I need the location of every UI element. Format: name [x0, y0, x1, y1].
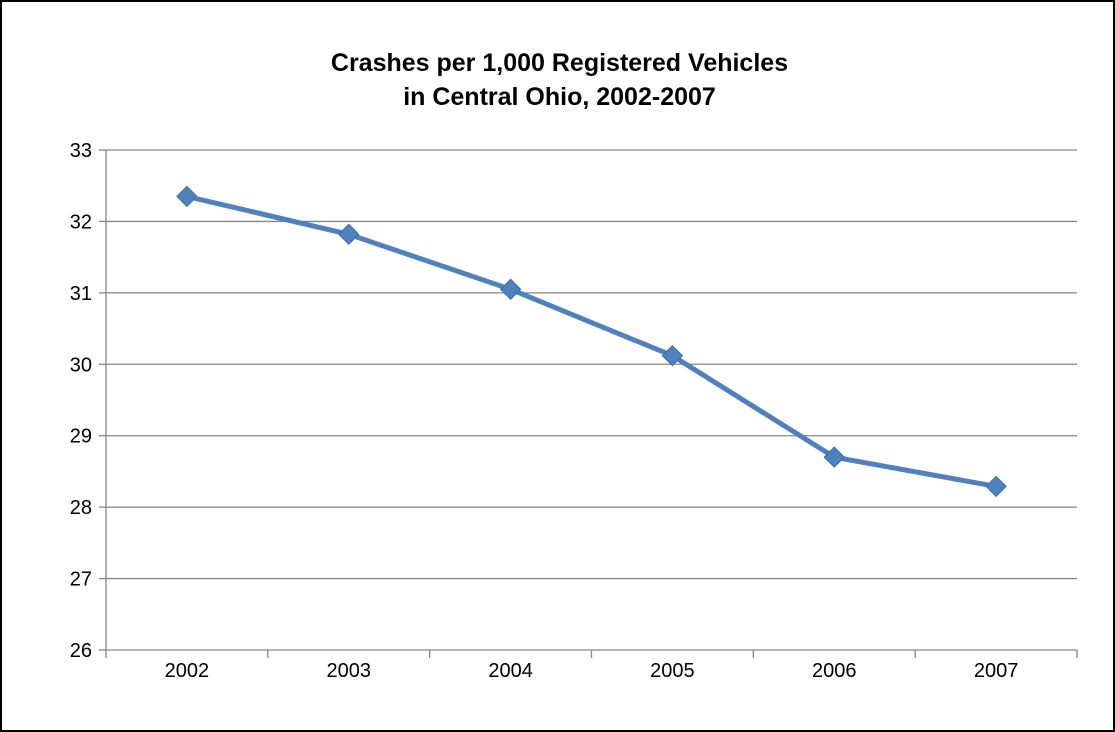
y-tick-label-33: 33	[70, 140, 92, 162]
x-tick-label-2007: 2007	[974, 660, 1019, 682]
x-tick-label-2003: 2003	[327, 660, 372, 682]
series-line-0	[184, 193, 999, 489]
series-line	[184, 193, 999, 489]
x-tick-label-2005: 2005	[650, 660, 695, 682]
chart-title-line-1: Crashes per 1,000 Registered Vehicles	[330, 49, 789, 77]
y-tick-label-28: 28	[70, 497, 92, 519]
y-tick-label-30: 30	[70, 354, 92, 376]
y-tick-labels: 26 27 28 29 30 31 32 33	[70, 140, 92, 662]
series-markers	[176, 185, 1007, 498]
y-tick-label-29: 29	[70, 426, 92, 448]
x-tick-labels: 2002 2003 2004 2005 2006 2007	[165, 660, 1019, 682]
axes	[99, 149, 1078, 658]
y-tick-label-26: 26	[70, 640, 92, 662]
data-point-2002	[176, 185, 198, 208]
x-tick-label-2006: 2006	[812, 660, 857, 682]
gridlines	[106, 149, 1077, 580]
x-tick-label-2002: 2002	[165, 660, 210, 682]
chart-title: Crashes per 1,000 Registered Vehicles in…	[2, 46, 1115, 114]
data-point-2003	[338, 223, 360, 245]
data-point-2006	[823, 446, 845, 468]
data-point-2004	[499, 278, 522, 300]
y-tick-label-32: 32	[70, 211, 92, 233]
y-tick-label-31: 31	[70, 283, 92, 305]
data-point-2005	[661, 345, 684, 367]
chart-title-line-2: in Central Ohio, 2002-2007	[403, 83, 716, 111]
y-tick-label-27: 27	[70, 569, 92, 591]
data-point-2007	[985, 475, 1007, 498]
x-tick-label-2004: 2004	[488, 660, 533, 682]
